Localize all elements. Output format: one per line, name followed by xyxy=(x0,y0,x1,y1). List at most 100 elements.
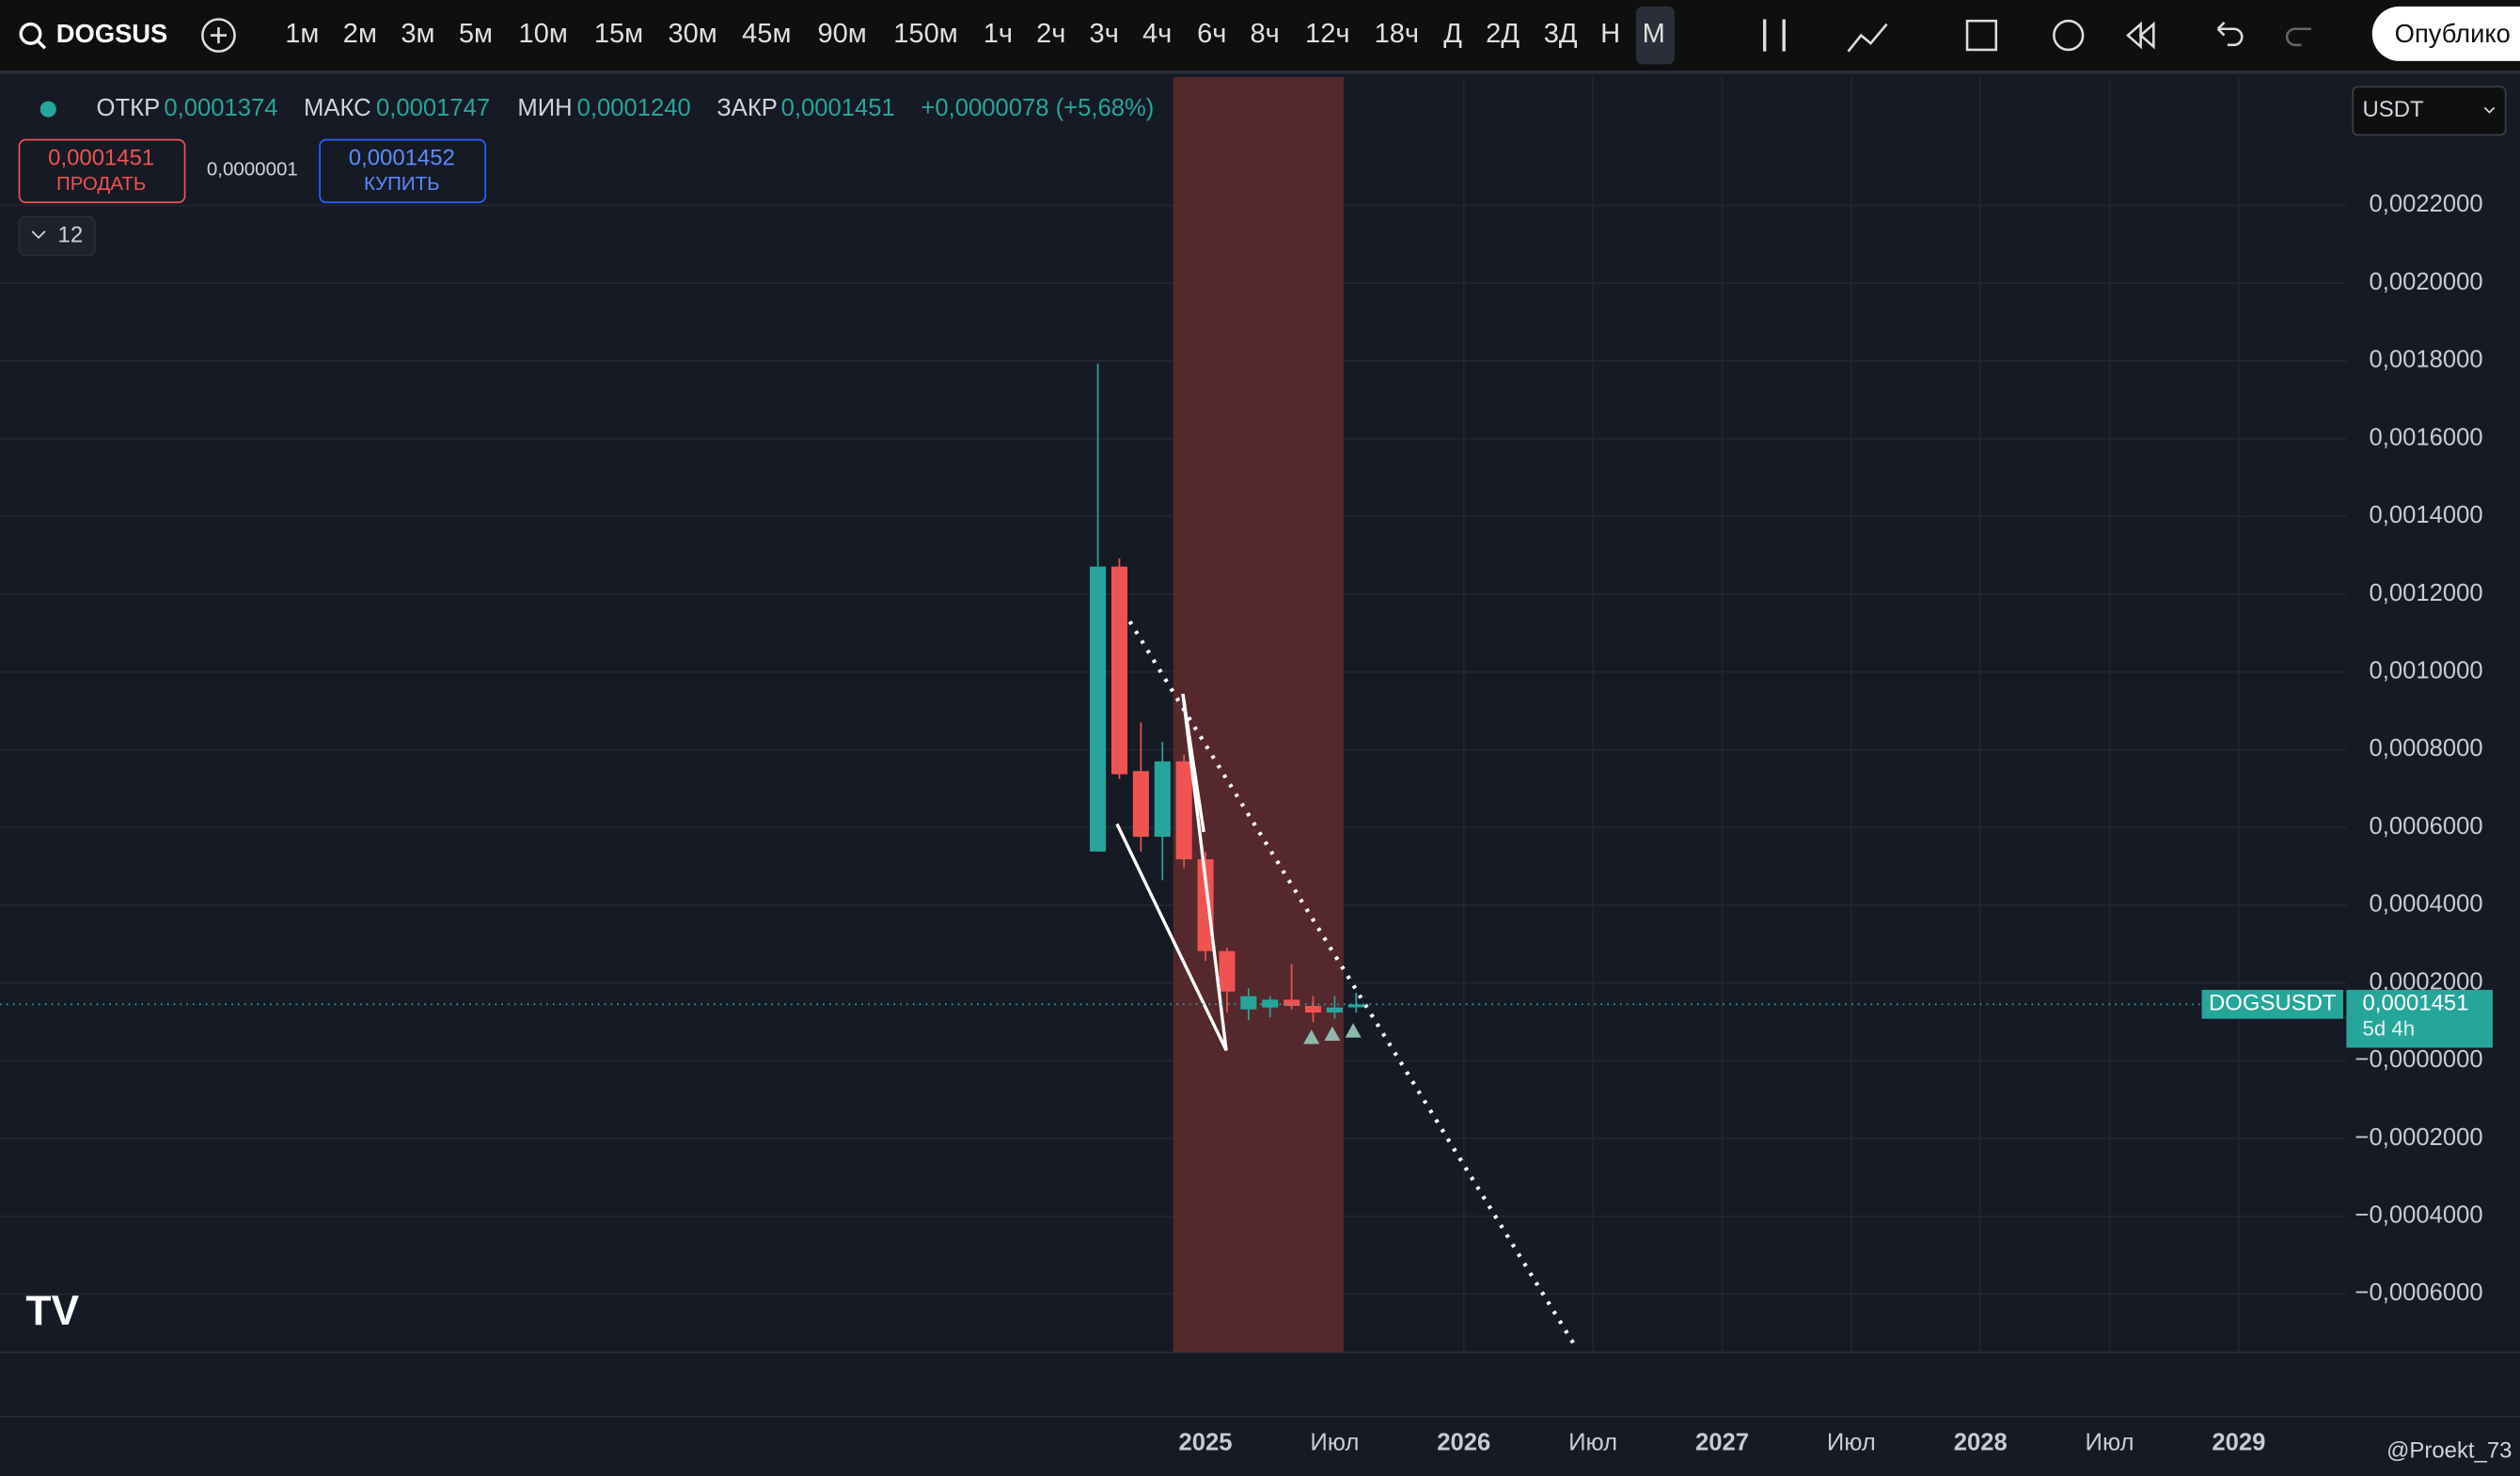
y-tick-label: 0,0018000 xyxy=(2370,347,2483,373)
candle-body xyxy=(1284,999,1300,1006)
timeframe[interactable]: М xyxy=(1643,19,1665,49)
y-tick-label: −0,0002000 xyxy=(2355,1124,2483,1151)
search-icon[interactable] xyxy=(19,22,42,45)
logo: TV xyxy=(25,1288,79,1334)
timeframe[interactable]: 4ч xyxy=(1142,19,1172,49)
timeframe[interactable]: 8ч xyxy=(1250,19,1279,49)
price-tag xyxy=(2346,989,2493,1048)
legend-low-label: МИН xyxy=(517,95,572,121)
alert-icon[interactable] xyxy=(2053,19,2085,52)
y-tick-label: 0,0004000 xyxy=(2370,891,2483,918)
price-tag-label: 0,0001451 xyxy=(2363,991,2469,1016)
timeframe[interactable]: 150м xyxy=(893,19,957,49)
toolbar xyxy=(0,0,2520,71)
status-dot xyxy=(39,101,56,118)
candle-body xyxy=(1197,859,1214,951)
candle-body xyxy=(1132,771,1149,838)
y-tick-label: −0,0004000 xyxy=(2355,1201,2483,1228)
timeframe[interactable]: 1ч xyxy=(984,19,1013,49)
undo-icon[interactable] xyxy=(2216,22,2244,47)
add-icon xyxy=(210,27,227,44)
y-tick-label: 0,0006000 xyxy=(2370,813,2483,840)
candle-body xyxy=(1326,1007,1343,1013)
timeframe[interactable]: 6ч xyxy=(1197,19,1226,49)
timeframe[interactable]: 15м xyxy=(594,19,643,49)
indicators-toggle[interactable] xyxy=(18,215,96,257)
legend-high-label: МАКС xyxy=(304,95,371,121)
currency-select[interactable] xyxy=(2352,86,2507,136)
legend-open: 0,0001374 xyxy=(164,95,277,121)
timeframe[interactable]: 12ч xyxy=(1305,19,1349,49)
x-tick-label: 2028 xyxy=(1954,1430,2008,1456)
symbol-tag-label: DOGSUSDT xyxy=(2209,991,2337,1016)
candles-icon[interactable] xyxy=(1762,19,1786,52)
signal-marker xyxy=(1303,1029,1320,1044)
timeframe[interactable]: 3м xyxy=(401,19,434,49)
redo-icon[interactable] xyxy=(2285,27,2311,47)
y-tick-label: −0,0006000 xyxy=(2355,1280,2483,1306)
timeframe[interactable]: 2ч xyxy=(1036,19,1065,49)
timeframe[interactable]: 1м xyxy=(285,19,319,49)
timeframe[interactable]: 30м xyxy=(669,19,717,49)
signal-marker xyxy=(1345,1023,1362,1038)
y-tick-label: 0,0022000 xyxy=(2370,191,2483,217)
y-tick-label: 0,0014000 xyxy=(2370,502,2483,528)
publish-button[interactable] xyxy=(2371,6,2520,61)
currency: USDT xyxy=(2363,97,2424,122)
layout-icon[interactable] xyxy=(1965,19,1998,52)
indicators-icon[interactable] xyxy=(1847,23,1888,53)
sell-price: 0,0001451 xyxy=(48,145,154,170)
legend-open-label: ОТКР xyxy=(97,95,161,121)
timeframe[interactable]: 5м xyxy=(459,19,493,49)
highlight-zone xyxy=(1173,77,1344,1353)
timeframe[interactable]: 2Д xyxy=(1486,19,1520,49)
candle-body xyxy=(1262,999,1279,1008)
signal-marker xyxy=(1324,1026,1341,1042)
replay-icon[interactable] xyxy=(2126,21,2155,50)
active-timeframe-bg xyxy=(1635,6,1675,65)
candle-body xyxy=(1110,566,1128,775)
buy-price: 0,0001452 xyxy=(349,145,455,170)
search-icon-handle xyxy=(36,39,47,50)
indicators-count: 12 xyxy=(58,222,84,247)
symbol-tag xyxy=(2201,989,2343,1019)
countdown: 5d 4h xyxy=(2363,1016,2416,1040)
timeframe[interactable]: Н xyxy=(1600,19,1620,49)
chevron xyxy=(2483,106,2496,114)
y-tick-label: 0,0008000 xyxy=(2370,735,2483,762)
drawing-line xyxy=(1115,693,1228,1052)
add-symbol[interactable] xyxy=(201,18,236,53)
buy-button[interactable] xyxy=(319,138,487,204)
y-tick-label: −0,0000000 xyxy=(2355,1046,2483,1073)
timeframe[interactable]: Д xyxy=(1443,19,1462,49)
spread: 0,0000001 xyxy=(207,159,298,181)
symbol[interactable]: DOGSUS xyxy=(56,19,167,48)
y-tick-label: 0,0020000 xyxy=(2370,269,2483,295)
buy-label: КУПИТЬ xyxy=(364,173,440,195)
x-tick-label: Июл xyxy=(2086,1430,2134,1456)
y-tick-label: 0,0012000 xyxy=(2370,580,2483,606)
legend-high: 0,0001747 xyxy=(376,95,490,121)
legend-close: 0,0001451 xyxy=(781,95,895,121)
candle-body xyxy=(1304,1005,1322,1013)
x-tick-label: 2027 xyxy=(1695,1430,1749,1456)
timeframe[interactable]: 2м xyxy=(343,19,377,49)
timeframe[interactable]: 45м xyxy=(742,19,791,49)
publish-label: Опублико xyxy=(2395,19,2511,48)
candle-body xyxy=(1090,566,1107,852)
x-tick-label: Июл xyxy=(1827,1430,1876,1456)
watermark: @Proekt_73 xyxy=(2386,1438,2512,1464)
timeframe[interactable]: 90м xyxy=(817,19,866,49)
timeframe[interactable]: 10м xyxy=(519,19,568,49)
sell-label: ПРОДАТЬ xyxy=(56,173,146,195)
x-tick-label: 2026 xyxy=(1437,1430,1490,1456)
timeframe[interactable]: 18ч xyxy=(1375,19,1419,49)
timeframe[interactable]: 3Д xyxy=(1544,19,1578,49)
y-tick-label: 0,0010000 xyxy=(2370,658,2483,684)
legend-close-label: ЗАКР xyxy=(717,95,778,121)
timeframe[interactable]: 3ч xyxy=(1090,19,1119,49)
sell-button[interactable] xyxy=(18,138,186,204)
plot-area xyxy=(0,77,2520,1418)
